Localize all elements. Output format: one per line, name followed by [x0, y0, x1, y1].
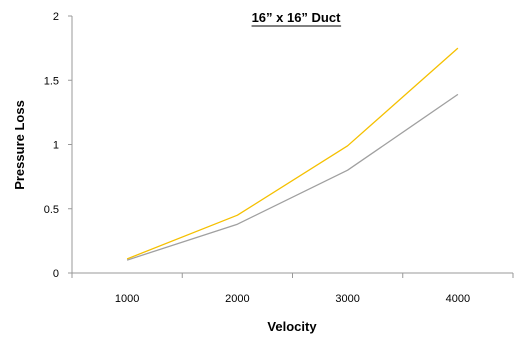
x-tick-label: 3000	[335, 293, 359, 305]
y-tick-label: 1.5	[44, 75, 59, 87]
y-tick-label: 1	[53, 140, 59, 152]
series-line-1	[126, 47, 459, 260]
x-axis-title: Velocity	[267, 319, 317, 334]
x-tick-label: 4000	[446, 293, 470, 305]
y-tick-label: 0.5	[44, 204, 59, 216]
y-tick-label: 0	[53, 268, 59, 280]
x-tick-label: 1000	[115, 293, 139, 305]
x-tick-label: 2000	[225, 293, 249, 305]
y-axis-title: Pressure Loss	[12, 100, 27, 190]
y-tick-label: 2	[53, 11, 59, 23]
series-line-2	[126, 93, 459, 261]
chart-title: 16” x 16” Duct	[252, 10, 342, 25]
